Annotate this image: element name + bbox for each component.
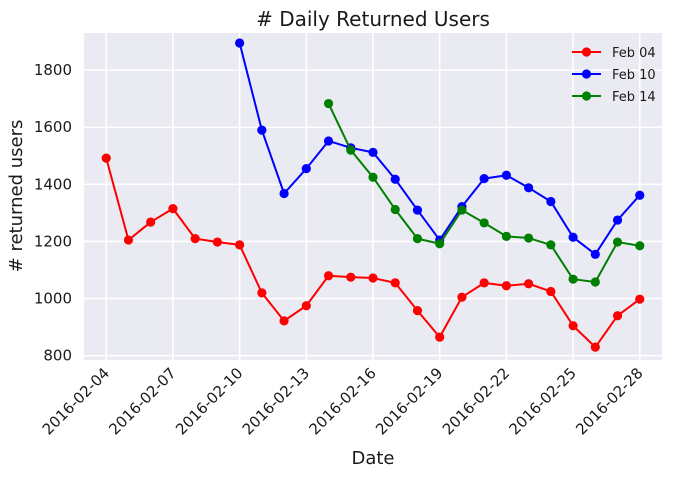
series-feb-14	[323, 98, 645, 287]
data-point	[368, 273, 378, 283]
y-tick-label: 1600	[34, 118, 72, 136]
data-point	[590, 342, 600, 352]
data-point	[279, 188, 289, 199]
data-point	[212, 237, 222, 247]
x-tick-label: 2016-02-22	[439, 364, 513, 438]
data-point	[568, 321, 578, 331]
data-point	[123, 235, 134, 245]
data-point	[612, 215, 623, 225]
legend-item: Feb 10	[572, 68, 656, 83]
data-point	[390, 174, 400, 184]
x-tick-label: 2016-02-28	[572, 364, 646, 438]
data-point	[612, 311, 623, 321]
data-point	[412, 234, 423, 244]
y-tick-label: 800	[43, 347, 72, 365]
data-point	[257, 125, 267, 135]
legend: Feb 04 Feb 10 Feb 14	[572, 46, 656, 105]
data-point	[479, 218, 489, 228]
series-feb-04	[101, 153, 645, 352]
x-axis-title: Date	[351, 448, 394, 469]
data-point	[524, 183, 534, 193]
data-point	[590, 277, 600, 287]
y-tick-label: 1800	[34, 61, 72, 79]
data-point	[390, 204, 400, 215]
data-point	[412, 205, 423, 215]
legend-item: Feb 04	[572, 46, 656, 61]
data-point	[412, 305, 423, 316]
legend-label: Feb 10	[612, 68, 656, 83]
data-point	[168, 204, 178, 214]
data-point	[546, 286, 556, 297]
data-point	[346, 272, 356, 282]
chart-title: # Daily Returned Users	[256, 7, 490, 31]
x-tick-label: 2016-02-25	[506, 364, 580, 438]
data-point	[635, 241, 645, 251]
data-point	[501, 281, 511, 291]
data-point	[435, 239, 445, 249]
data-point	[435, 332, 445, 342]
data-point	[635, 190, 645, 200]
data-point	[323, 136, 334, 146]
data-point	[301, 164, 311, 174]
legend-marker	[581, 69, 592, 79]
data-point	[323, 98, 334, 109]
data-point	[501, 231, 511, 241]
data-point	[368, 147, 378, 157]
data-point	[479, 174, 489, 184]
y-tick-label: 1400	[34, 175, 72, 193]
data-point	[301, 301, 311, 311]
x-tick-label: 2016-02-10	[172, 364, 246, 438]
data-point	[346, 145, 356, 155]
data-point	[457, 292, 467, 302]
data-point	[568, 274, 578, 284]
x-tick-label: 2016-02-16	[305, 364, 379, 438]
data-point	[501, 170, 511, 180]
data-point	[235, 240, 245, 250]
data-point	[524, 233, 534, 243]
y-axis-title: # returned users	[6, 120, 27, 273]
data-point	[546, 240, 556, 250]
data-point	[524, 279, 534, 289]
data-point	[457, 205, 467, 215]
legend-item: Feb 14	[572, 90, 656, 105]
y-tick-label: 1200	[34, 232, 72, 250]
legend-label: Feb 14	[612, 90, 656, 105]
data-point	[546, 196, 556, 207]
data-point	[235, 38, 245, 48]
series-group	[101, 38, 645, 352]
y-tick-label: 1000	[34, 290, 72, 308]
data-point	[101, 153, 111, 163]
data-point	[190, 234, 200, 244]
data-point	[279, 316, 289, 326]
x-tick-label: 2016-02-19	[372, 364, 446, 438]
data-point	[568, 232, 578, 242]
x-tick-label: 2016-02-07	[105, 364, 179, 438]
data-point	[390, 278, 400, 288]
legend-marker	[581, 47, 592, 57]
data-point	[368, 172, 378, 182]
x-tick-label: 2016-02-04	[39, 364, 113, 438]
x-tick-label: 2016-02-13	[239, 364, 313, 438]
legend-marker	[581, 91, 592, 101]
data-point	[590, 249, 600, 259]
data-point	[323, 271, 334, 281]
data-point	[146, 217, 156, 227]
data-point	[479, 278, 489, 288]
legend-label: Feb 04	[612, 46, 656, 61]
data-point	[612, 237, 623, 247]
data-point	[257, 288, 267, 298]
data-point	[635, 294, 645, 304]
